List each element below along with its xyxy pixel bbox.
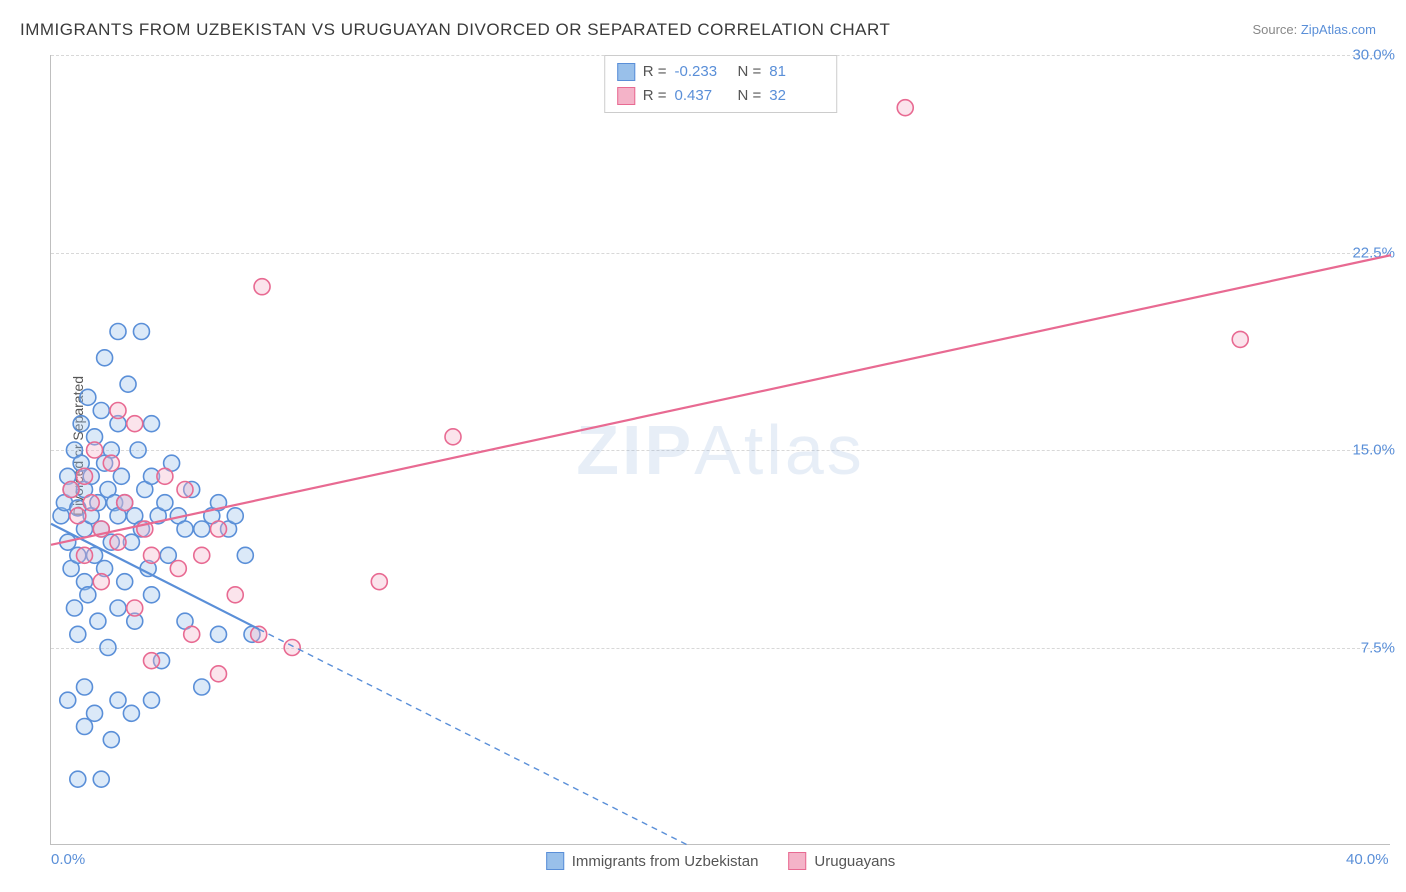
scatter-point-series-2 <box>254 279 270 295</box>
scatter-point-series-1 <box>227 508 243 524</box>
regression-line-series-2 <box>51 255 1391 545</box>
scatter-point-series-1 <box>211 626 227 642</box>
scatter-point-series-2 <box>110 403 126 419</box>
scatter-point-series-1 <box>80 587 96 603</box>
scatter-point-series-2 <box>77 468 93 484</box>
scatter-point-series-2 <box>1232 331 1248 347</box>
source-prefix: Source: <box>1252 22 1300 37</box>
scatter-point-series-1 <box>77 679 93 695</box>
chart-svg <box>51 55 1391 845</box>
scatter-point-series-1 <box>120 376 136 392</box>
scatter-point-series-2 <box>103 455 119 471</box>
scatter-point-series-2 <box>157 468 173 484</box>
scatter-point-series-2 <box>445 429 461 445</box>
scatter-point-series-1 <box>70 771 86 787</box>
scatter-point-series-2 <box>93 574 109 590</box>
x-tick-label: 0.0% <box>51 851 85 868</box>
n-label-1: N = <box>738 60 762 84</box>
scatter-point-series-1 <box>110 324 126 340</box>
scatter-point-series-2 <box>177 482 193 498</box>
scatter-point-series-2 <box>127 600 143 616</box>
scatter-point-series-1 <box>93 403 109 419</box>
n-value-2: 32 <box>769 84 824 108</box>
regression-extrapolation-series-1 <box>259 629 688 845</box>
scatter-point-series-1 <box>123 705 139 721</box>
stat-row-series-2: R = 0.437 N = 32 <box>617 84 825 108</box>
scatter-point-series-1 <box>130 442 146 458</box>
scatter-point-series-2 <box>194 547 210 563</box>
scatter-point-series-1 <box>177 521 193 537</box>
scatter-point-series-2 <box>83 495 99 511</box>
scatter-point-series-2 <box>63 482 79 498</box>
scatter-point-series-2 <box>87 442 103 458</box>
scatter-point-series-1 <box>103 732 119 748</box>
x-tick-label: 40.0% <box>1346 851 1389 868</box>
scatter-point-series-1 <box>77 719 93 735</box>
scatter-point-series-1 <box>157 495 173 511</box>
scatter-point-series-1 <box>93 771 109 787</box>
source-attribution: Source: ZipAtlas.com <box>1252 22 1376 37</box>
scatter-point-series-1 <box>110 692 126 708</box>
chart-title: IMMIGRANTS FROM UZBEKISTAN VS URUGUAYAN … <box>20 20 890 40</box>
chart-plot-area: ZIPAtlas 7.5%15.0%22.5%30.0% 0.0%40.0% R… <box>50 55 1390 845</box>
r-value-1: -0.233 <box>675 60 730 84</box>
scatter-point-series-2 <box>211 521 227 537</box>
n-value-1: 81 <box>769 60 824 84</box>
scatter-point-series-2 <box>211 666 227 682</box>
scatter-point-series-2 <box>897 100 913 116</box>
scatter-point-series-1 <box>66 600 82 616</box>
legend-label: Immigrants from Uzbekistan <box>572 853 759 870</box>
scatter-point-series-1 <box>70 626 86 642</box>
stat-row-series-1: R = -0.233 N = 81 <box>617 60 825 84</box>
legend-label: Uruguayans <box>814 853 895 870</box>
swatch-series-2 <box>617 87 635 105</box>
scatter-point-series-1 <box>110 600 126 616</box>
legend-swatch <box>788 852 806 870</box>
scatter-point-series-1 <box>144 587 160 603</box>
n-label-2: N = <box>738 84 762 108</box>
scatter-point-series-2 <box>70 508 86 524</box>
r-value-2: 0.437 <box>675 84 730 108</box>
scatter-point-series-1 <box>133 324 149 340</box>
source-link[interactable]: ZipAtlas.com <box>1301 22 1376 37</box>
scatter-point-series-1 <box>144 692 160 708</box>
scatter-point-series-1 <box>60 692 76 708</box>
bottom-legend: Immigrants from Uzbekistan Uruguayans <box>546 852 896 870</box>
scatter-point-series-1 <box>117 574 133 590</box>
scatter-point-series-2 <box>284 640 300 656</box>
scatter-point-series-1 <box>237 547 253 563</box>
swatch-series-1 <box>617 63 635 81</box>
scatter-point-series-1 <box>97 350 113 366</box>
scatter-point-series-2 <box>144 547 160 563</box>
scatter-point-series-1 <box>144 416 160 432</box>
scatter-point-series-1 <box>194 679 210 695</box>
legend-item: Immigrants from Uzbekistan <box>546 852 759 870</box>
scatter-point-series-1 <box>90 613 106 629</box>
scatter-point-series-2 <box>184 626 200 642</box>
correlation-stat-box: R = -0.233 N = 81 R = 0.437 N = 32 <box>604 55 838 113</box>
r-label-1: R = <box>643 60 667 84</box>
scatter-point-series-1 <box>73 416 89 432</box>
r-label-2: R = <box>643 84 667 108</box>
scatter-point-series-2 <box>77 547 93 563</box>
scatter-point-series-2 <box>110 534 126 550</box>
scatter-point-series-2 <box>117 495 133 511</box>
scatter-point-series-2 <box>170 561 186 577</box>
legend-item: Uruguayans <box>788 852 895 870</box>
scatter-point-series-1 <box>100 640 116 656</box>
scatter-point-series-2 <box>227 587 243 603</box>
legend-swatch <box>546 852 564 870</box>
scatter-point-series-2 <box>127 416 143 432</box>
scatter-point-series-2 <box>371 574 387 590</box>
scatter-point-series-1 <box>80 389 96 405</box>
scatter-point-series-2 <box>144 653 160 669</box>
